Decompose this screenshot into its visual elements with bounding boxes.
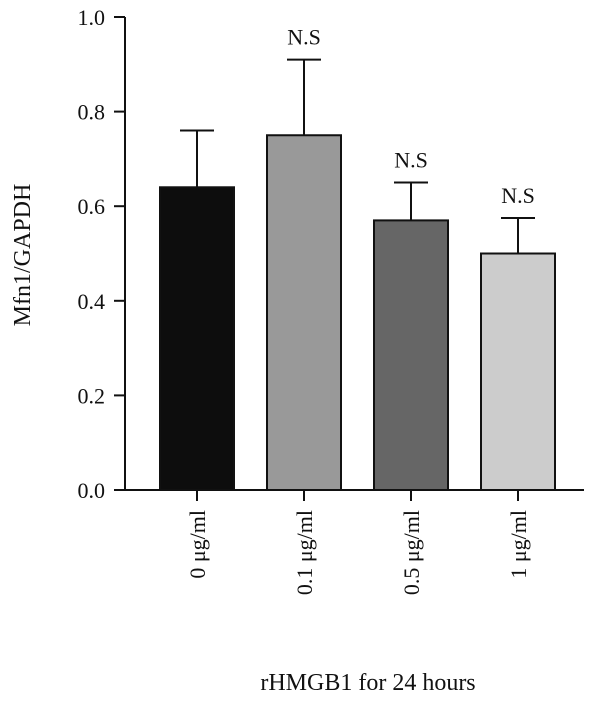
significance-label: N.S bbox=[394, 148, 428, 173]
bars-group: N.S N.S N.S bbox=[159, 25, 556, 491]
y-axis-title: Mfn1/GAPDH bbox=[10, 184, 36, 327]
y-tick-label: 1.0 bbox=[78, 5, 106, 30]
significance-label: N.S bbox=[287, 25, 321, 50]
y-tick-label: 0.4 bbox=[78, 289, 106, 314]
y-tick-label: 0.8 bbox=[78, 100, 106, 125]
bar bbox=[480, 252, 556, 491]
y-axis: 0.0 0.2 0.4 0.6 0.8 1.0 bbox=[78, 5, 126, 503]
x-category-label: 0 μg/ml bbox=[185, 510, 210, 579]
x-category-label: 0.1 μg/ml bbox=[292, 510, 317, 595]
y-tick-label: 0.6 bbox=[78, 194, 106, 219]
y-tick-label: 0.0 bbox=[78, 478, 106, 503]
bar bbox=[159, 186, 235, 491]
x-axis: 0 μg/ml 0.1 μg/ml 0.5 μg/ml 1 μg/ml bbox=[125, 489, 584, 595]
x-category-label: 1 μg/ml bbox=[506, 510, 531, 579]
bar bbox=[373, 219, 449, 491]
bar bbox=[266, 134, 342, 491]
significance-label: N.S bbox=[501, 183, 535, 208]
x-axis-title: rHMGB1 for 24 hours bbox=[260, 670, 475, 696]
y-tick-label: 0.2 bbox=[78, 383, 106, 408]
x-category-label: 0.5 μg/ml bbox=[399, 510, 424, 595]
